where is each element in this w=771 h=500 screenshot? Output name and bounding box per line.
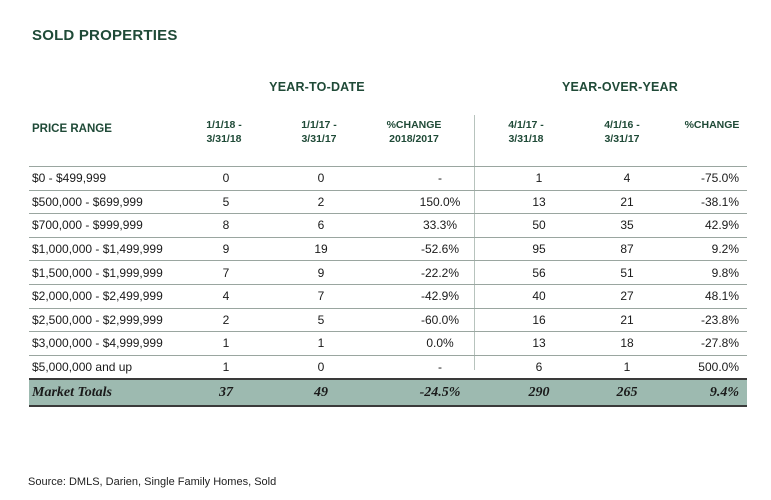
cell-ytd-2018: 9 — [193, 236, 259, 261]
cell-ytd-change: 0.0% — [383, 331, 497, 356]
cell-ytd-2018: 0 — [193, 166, 259, 191]
cell-yoy-change: -38.1% — [673, 189, 747, 214]
total-ytd-change: -24.5% — [383, 378, 497, 408]
cell-price-range: $700,000 - $999,999 — [29, 213, 193, 238]
cell-yoy-2018: 95 — [497, 236, 581, 261]
cell-ytd-2018: 1 — [193, 331, 259, 356]
cell-ytd-change: -42.9% — [383, 283, 497, 309]
header-ytd-2018: 1/1/18 - 3/31/18 — [206, 119, 242, 145]
cell-yoy-change: 9.2% — [673, 236, 747, 261]
table-row: $1,000,000 - $1,499,999 9 19 -52.6% 95 87 9.2% — [29, 236, 747, 261]
cell-ytd-change: -22.2% — [383, 260, 497, 285]
cell-yoy-2018: 13 — [497, 331, 581, 356]
cell-yoy-2017: 27 — [581, 283, 673, 309]
table-row: $3,000,000 - $4,999,999 1 1 0.0% 13 18 -27.8% — [29, 331, 747, 356]
cell-yoy-change: -75.0% — [673, 166, 747, 191]
page-title: SOLD PROPERTIES — [32, 27, 178, 44]
cell-ytd-2017: 9 — [259, 260, 383, 285]
cell-yoy-change: 42.9% — [673, 213, 747, 238]
cell-yoy-change: -23.8% — [673, 307, 747, 332]
cell-yoy-change: 48.1% — [673, 283, 747, 309]
total-yoy-change: 9.4% — [673, 378, 747, 408]
cell-ytd-change: -52.6% — [383, 236, 497, 261]
cell-ytd-2017: 5 — [259, 307, 383, 332]
header-price-range: PRICE RANGE — [32, 123, 112, 135]
cell-price-range: $2,000,000 - $2,499,999 — [29, 283, 193, 309]
table-row: $2,500,000 - $2,999,999 2 5 -60.0% 16 21 -23.8… — [29, 307, 747, 332]
header-ytd-2017: 1/1/17 - 3/31/17 — [301, 119, 337, 145]
cell-ytd-2018: 7 — [193, 260, 259, 285]
table-row: $1,500,000 - $1,999,999 7 9 -22.2% 56 51 9.8% — [29, 260, 747, 285]
header-yoy-change: %CHANGE — [684, 119, 740, 131]
cell-yoy-2017: 51 — [581, 260, 673, 285]
table-row: $0 - $499,999 0 0-1 4 -75.0% — [29, 166, 747, 191]
total-ytd-2017: 49 — [259, 378, 383, 408]
cell-ytd-change: - — [383, 166, 497, 191]
cell-ytd-2017: 19 — [259, 236, 383, 261]
cell-price-range: $2,500,000 - $2,999,999 — [29, 307, 193, 332]
table-row: $5,000,000 and up 1 0-6 1 500.0% — [29, 354, 747, 380]
cell-ytd-2017: 0 — [259, 354, 383, 380]
total-yoy-2017: 265 — [581, 378, 673, 408]
cell-yoy-2017: 18 — [581, 331, 673, 356]
cell-ytd-2018: 2 — [193, 307, 259, 332]
cell-price-range: $0 - $499,999 — [29, 166, 193, 191]
cell-price-range: $5,000,000 and up — [29, 354, 193, 380]
cell-ytd-2018: 8 — [193, 213, 259, 238]
cell-ytd-2018: 5 — [193, 189, 259, 214]
cell-ytd-2017: 6 — [259, 213, 383, 238]
total-yoy-2018: 290 — [497, 378, 581, 408]
header-yoy-2017: 4/1/16 - 3/31/17 — [604, 119, 640, 145]
total-price-range: Market Totals — [29, 378, 193, 408]
cell-yoy-2017: 21 — [581, 307, 673, 332]
group-year-over-year: YEAR-OVER-YEAR — [561, 80, 678, 94]
cell-ytd-change: 150.0% — [383, 189, 497, 214]
cell-yoy-2018: 56 — [497, 260, 581, 285]
cell-yoy-change: 9.8% — [673, 260, 747, 285]
cell-ytd-change: - — [383, 354, 497, 380]
cell-ytd-2017: 0 — [259, 166, 383, 191]
total-ytd-2018: 37 — [193, 378, 259, 408]
totals-row: Market Totals 37 49 -24.5% 290 265 9.4% — [29, 378, 747, 408]
cell-ytd-2018: 1 — [193, 354, 259, 380]
sold-properties-table: $0 - $499,999 0 0-1 4 -75.0% $500,000 - $699,… — [29, 166, 747, 408]
cell-price-range: $1,500,000 - $1,999,999 — [29, 260, 193, 285]
cell-yoy-2018: 40 — [497, 283, 581, 309]
cell-ytd-change: -60.0% — [383, 307, 497, 332]
header-yoy-2018: 4/1/17 - 3/31/18 — [508, 119, 544, 145]
table-row: $700,000 - $999,999 8 6 33.3% 50 35 42.9% — [29, 213, 747, 238]
table-row: $2,000,000 - $2,499,999 4 7 -42.9% 40 27 48.1% — [29, 283, 747, 309]
cell-yoy-2018: 13 — [497, 189, 581, 214]
cell-ytd-2017: 2 — [259, 189, 383, 214]
cell-yoy-2017: 87 — [581, 236, 673, 261]
cell-yoy-2018: 6 — [497, 354, 581, 380]
group-year-to-date: YEAR-TO-DATE — [269, 80, 365, 94]
source-note: Source: DMLS, Darien, Single Family Home… — [28, 476, 277, 488]
cell-yoy-change: 500.0% — [673, 354, 747, 380]
cell-yoy-change: -27.8% — [673, 331, 747, 356]
cell-yoy-2017: 35 — [581, 213, 673, 238]
cell-ytd-2017: 1 — [259, 331, 383, 356]
header-ytd-change: %CHANGE 2018/2017 — [386, 119, 442, 145]
cell-yoy-2017: 4 — [581, 166, 673, 191]
cell-ytd-change: 33.3% — [383, 213, 497, 238]
cell-ytd-2017: 7 — [259, 283, 383, 309]
cell-yoy-2018: 16 — [497, 307, 581, 332]
cell-ytd-2018: 4 — [193, 283, 259, 309]
cell-price-range: $3,000,000 - $4,999,999 — [29, 331, 193, 356]
cell-price-range: $1,000,000 - $1,499,999 — [29, 236, 193, 261]
cell-yoy-2018: 50 — [497, 213, 581, 238]
cell-yoy-2018: 1 — [497, 166, 581, 191]
cell-yoy-2017: 21 — [581, 189, 673, 214]
cell-yoy-2017: 1 — [581, 354, 673, 380]
cell-price-range: $500,000 - $699,999 — [29, 189, 193, 214]
table-row: $500,000 - $699,999 5 2 150.0% 13 21 -38.1% — [29, 189, 747, 214]
